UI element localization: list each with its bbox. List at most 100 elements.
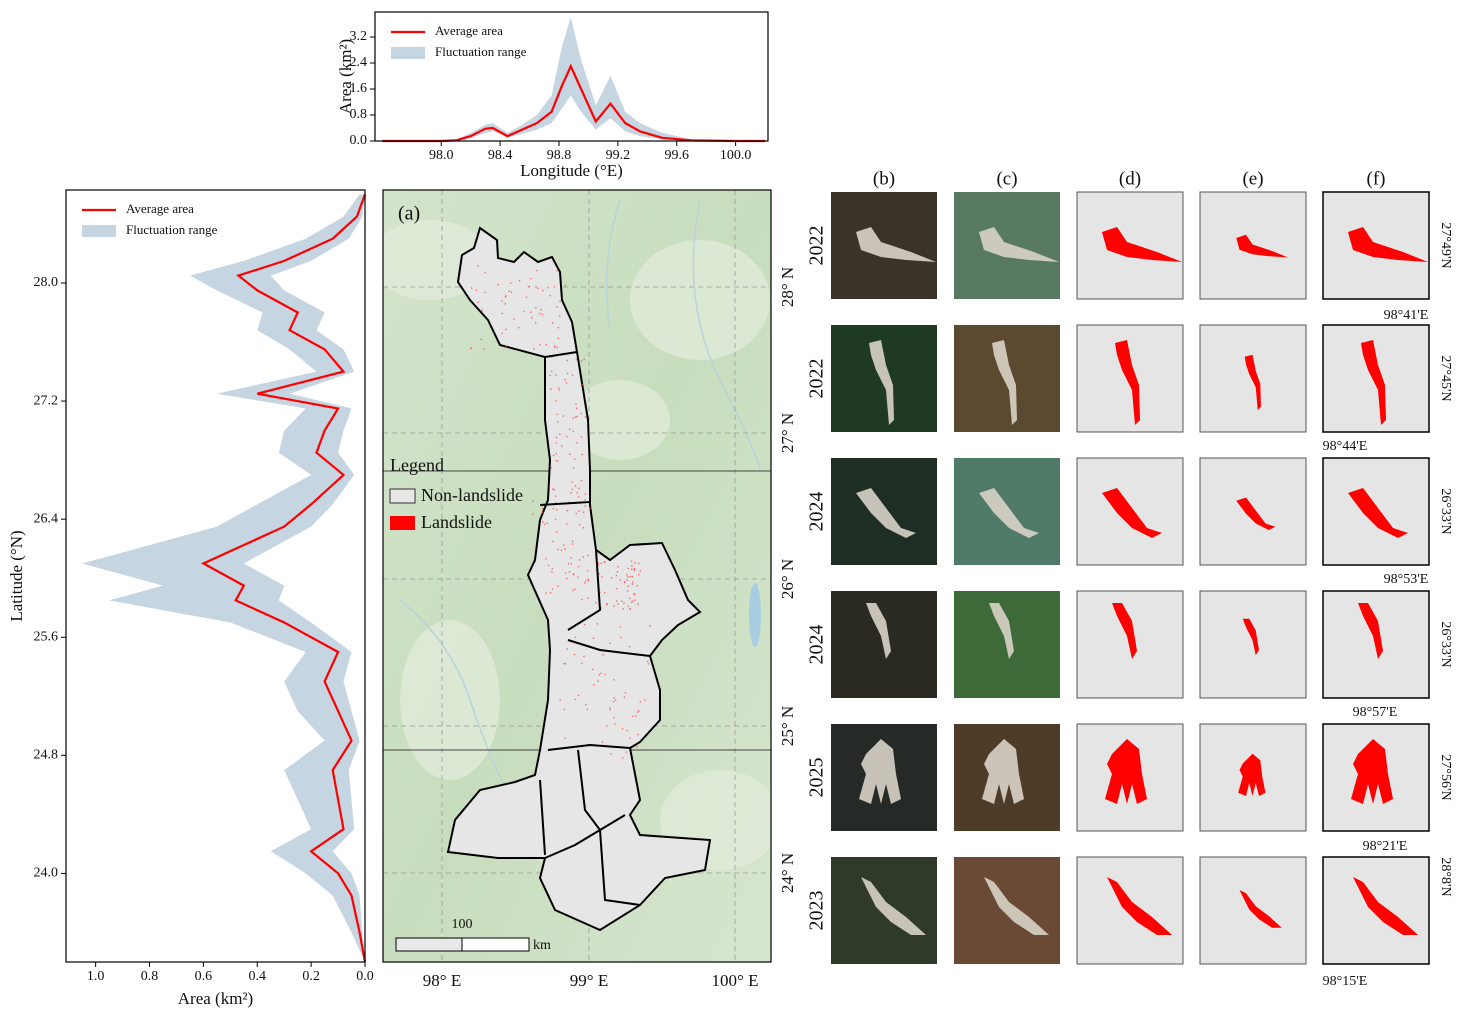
landslide-mask	[1348, 488, 1408, 538]
landslide-dot	[576, 415, 578, 418]
landslide-dot	[530, 311, 532, 313]
landslide-dot	[582, 556, 584, 558]
landslide-dot	[544, 523, 546, 526]
landslide-dot	[484, 291, 486, 294]
landslide-dot	[550, 388, 552, 390]
landslide-dot	[600, 672, 602, 675]
landslide-scar	[982, 739, 1024, 804]
landslide-dot	[577, 694, 580, 697]
landslide-dot	[625, 751, 628, 753]
landslide-dot	[634, 593, 636, 596]
image-panel	[1076, 723, 1184, 832]
landslide-dot	[566, 577, 568, 580]
legend-label: Non-landslide	[421, 485, 523, 505]
landslide-dot	[621, 728, 624, 730]
landslide-dot	[609, 707, 611, 709]
landslide-dot	[581, 662, 583, 664]
landslide-mask	[1102, 227, 1182, 262]
landslide-dot	[555, 400, 557, 402]
landslide-dot	[633, 592, 635, 595]
legend-label: Fluctuation range	[126, 222, 218, 237]
y-tick-label: 24.0	[34, 866, 59, 881]
landslide-dot	[584, 623, 586, 626]
landslide-dot	[585, 580, 587, 582]
landslide-dot	[542, 511, 544, 514]
image-panel	[831, 591, 937, 698]
landslide-dot	[633, 599, 636, 601]
landslide-dot	[547, 564, 550, 567]
column-label: (d)	[1119, 168, 1141, 189]
landslide-dot	[484, 272, 486, 274]
landslide-mask	[1102, 488, 1162, 538]
boundary	[544, 351, 578, 358]
lat-label: 25° N	[778, 706, 797, 746]
landslide-dot	[614, 699, 617, 701]
lat-coordinate: 27°49'N	[1438, 222, 1453, 268]
landslide-dot	[578, 510, 580, 512]
scale-unit: km	[533, 938, 551, 953]
x-tick-label: 0.6	[195, 969, 213, 984]
boundary	[544, 829, 601, 859]
legend-swatch	[389, 488, 416, 504]
landslide-dot	[632, 715, 634, 718]
landslide-dot	[572, 589, 574, 592]
landslide-dot	[556, 269, 558, 272]
landslide-dot	[513, 318, 515, 320]
landslide-mask	[1358, 603, 1383, 659]
landslide-dot	[599, 591, 601, 593]
landslide-dot	[557, 460, 559, 462]
landslide-dot	[584, 582, 586, 584]
landslide-scar	[989, 603, 1014, 659]
lat-label: 27° N	[778, 413, 797, 453]
image-panel	[1322, 457, 1430, 566]
lat-coordinate: 26°33'N	[1438, 488, 1453, 534]
landslide-dot	[626, 574, 628, 576]
landslide-dot	[631, 575, 634, 578]
landslide-dot	[616, 600, 618, 602]
landslide-dot	[571, 374, 574, 377]
landslide-dot	[573, 653, 576, 656]
lon-label: 99° E	[570, 971, 608, 990]
mask-background	[1199, 590, 1307, 699]
landslide-dot	[534, 307, 537, 309]
landslide-dot	[576, 492, 578, 494]
landslide-dot	[627, 590, 629, 592]
landslide-dot	[510, 291, 513, 293]
x-tick-label: 99.6	[664, 148, 689, 163]
lon-coordinate: 98°15'E	[1323, 974, 1368, 989]
landslide-dot	[539, 312, 541, 315]
landslide-dot	[549, 466, 552, 468]
landslide-dot	[577, 576, 579, 578]
landslide-dot	[606, 604, 608, 606]
landslide-scar	[979, 488, 1039, 538]
image-panel	[831, 192, 937, 299]
boundary	[599, 829, 641, 906]
landslide-dot	[483, 347, 485, 350]
landslide-dot	[549, 592, 552, 594]
landslide-dot	[546, 522, 548, 524]
image-panel	[954, 857, 1060, 964]
landslide-dot	[508, 290, 510, 292]
landslide-dot	[583, 358, 585, 361]
landslide-dot	[568, 428, 571, 430]
image-panel	[954, 192, 1060, 299]
legend-label: Landslide	[421, 512, 492, 532]
landslide-dot	[595, 601, 597, 604]
landslide-dot	[593, 684, 595, 686]
image-panel	[1322, 590, 1430, 699]
landslide-dot	[609, 642, 611, 645]
landslide-mask	[1238, 753, 1266, 796]
landslide-scar	[869, 340, 894, 425]
landslide-dot	[575, 358, 578, 361]
landslide-dot	[565, 382, 568, 384]
landslide-dot	[570, 557, 572, 559]
y-axis-label: Latitude (°N)	[7, 530, 26, 621]
landslide-dot	[558, 389, 561, 391]
landslide-mask	[1353, 877, 1418, 935]
landslide-dot	[559, 699, 561, 701]
landslide-dot	[623, 696, 626, 698]
lon-label: 98° E	[423, 971, 461, 990]
landslide-dot	[554, 346, 556, 349]
landslide-dot	[579, 559, 581, 561]
landslide-dot	[554, 495, 557, 497]
